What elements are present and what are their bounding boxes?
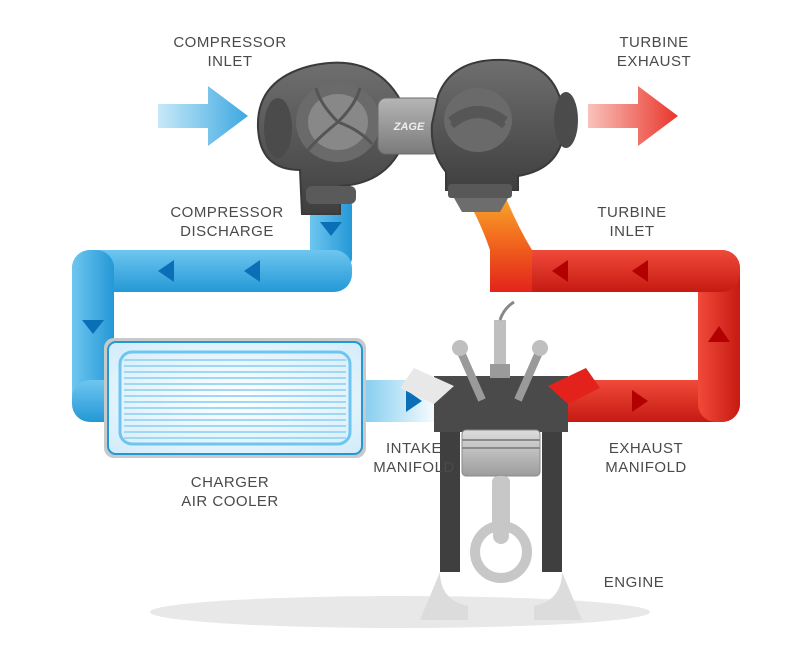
label-turbine-exhaust: TURBINE EXHAUST	[584, 34, 724, 72]
label-engine: ENGINE	[584, 574, 684, 593]
label-exhaust-manifold: EXHAUST MANIFOLD	[586, 440, 706, 478]
brand-text: ZAGE	[393, 121, 425, 133]
label-turbine-inlet: TURBINE INLET	[572, 204, 692, 242]
compressor-inlet-arrow	[158, 86, 248, 146]
turbo-diagram: ZAGE	[0, 0, 801, 646]
turbocharger: ZAGE	[258, 60, 578, 214]
diagram-svg: ZAGE	[0, 0, 801, 646]
turbine-exhaust-arrow	[588, 86, 678, 146]
label-compressor-discharge: COMPRESSOR DISCHARGE	[152, 204, 302, 242]
label-compressor-inlet: COMPRESSOR INLET	[160, 34, 300, 72]
label-intake-manifold: INTAKE MANIFOLD	[354, 440, 474, 478]
intercooler	[104, 338, 366, 458]
label-charger-air-cooler: CHARGER AIR COOLER	[150, 474, 310, 512]
